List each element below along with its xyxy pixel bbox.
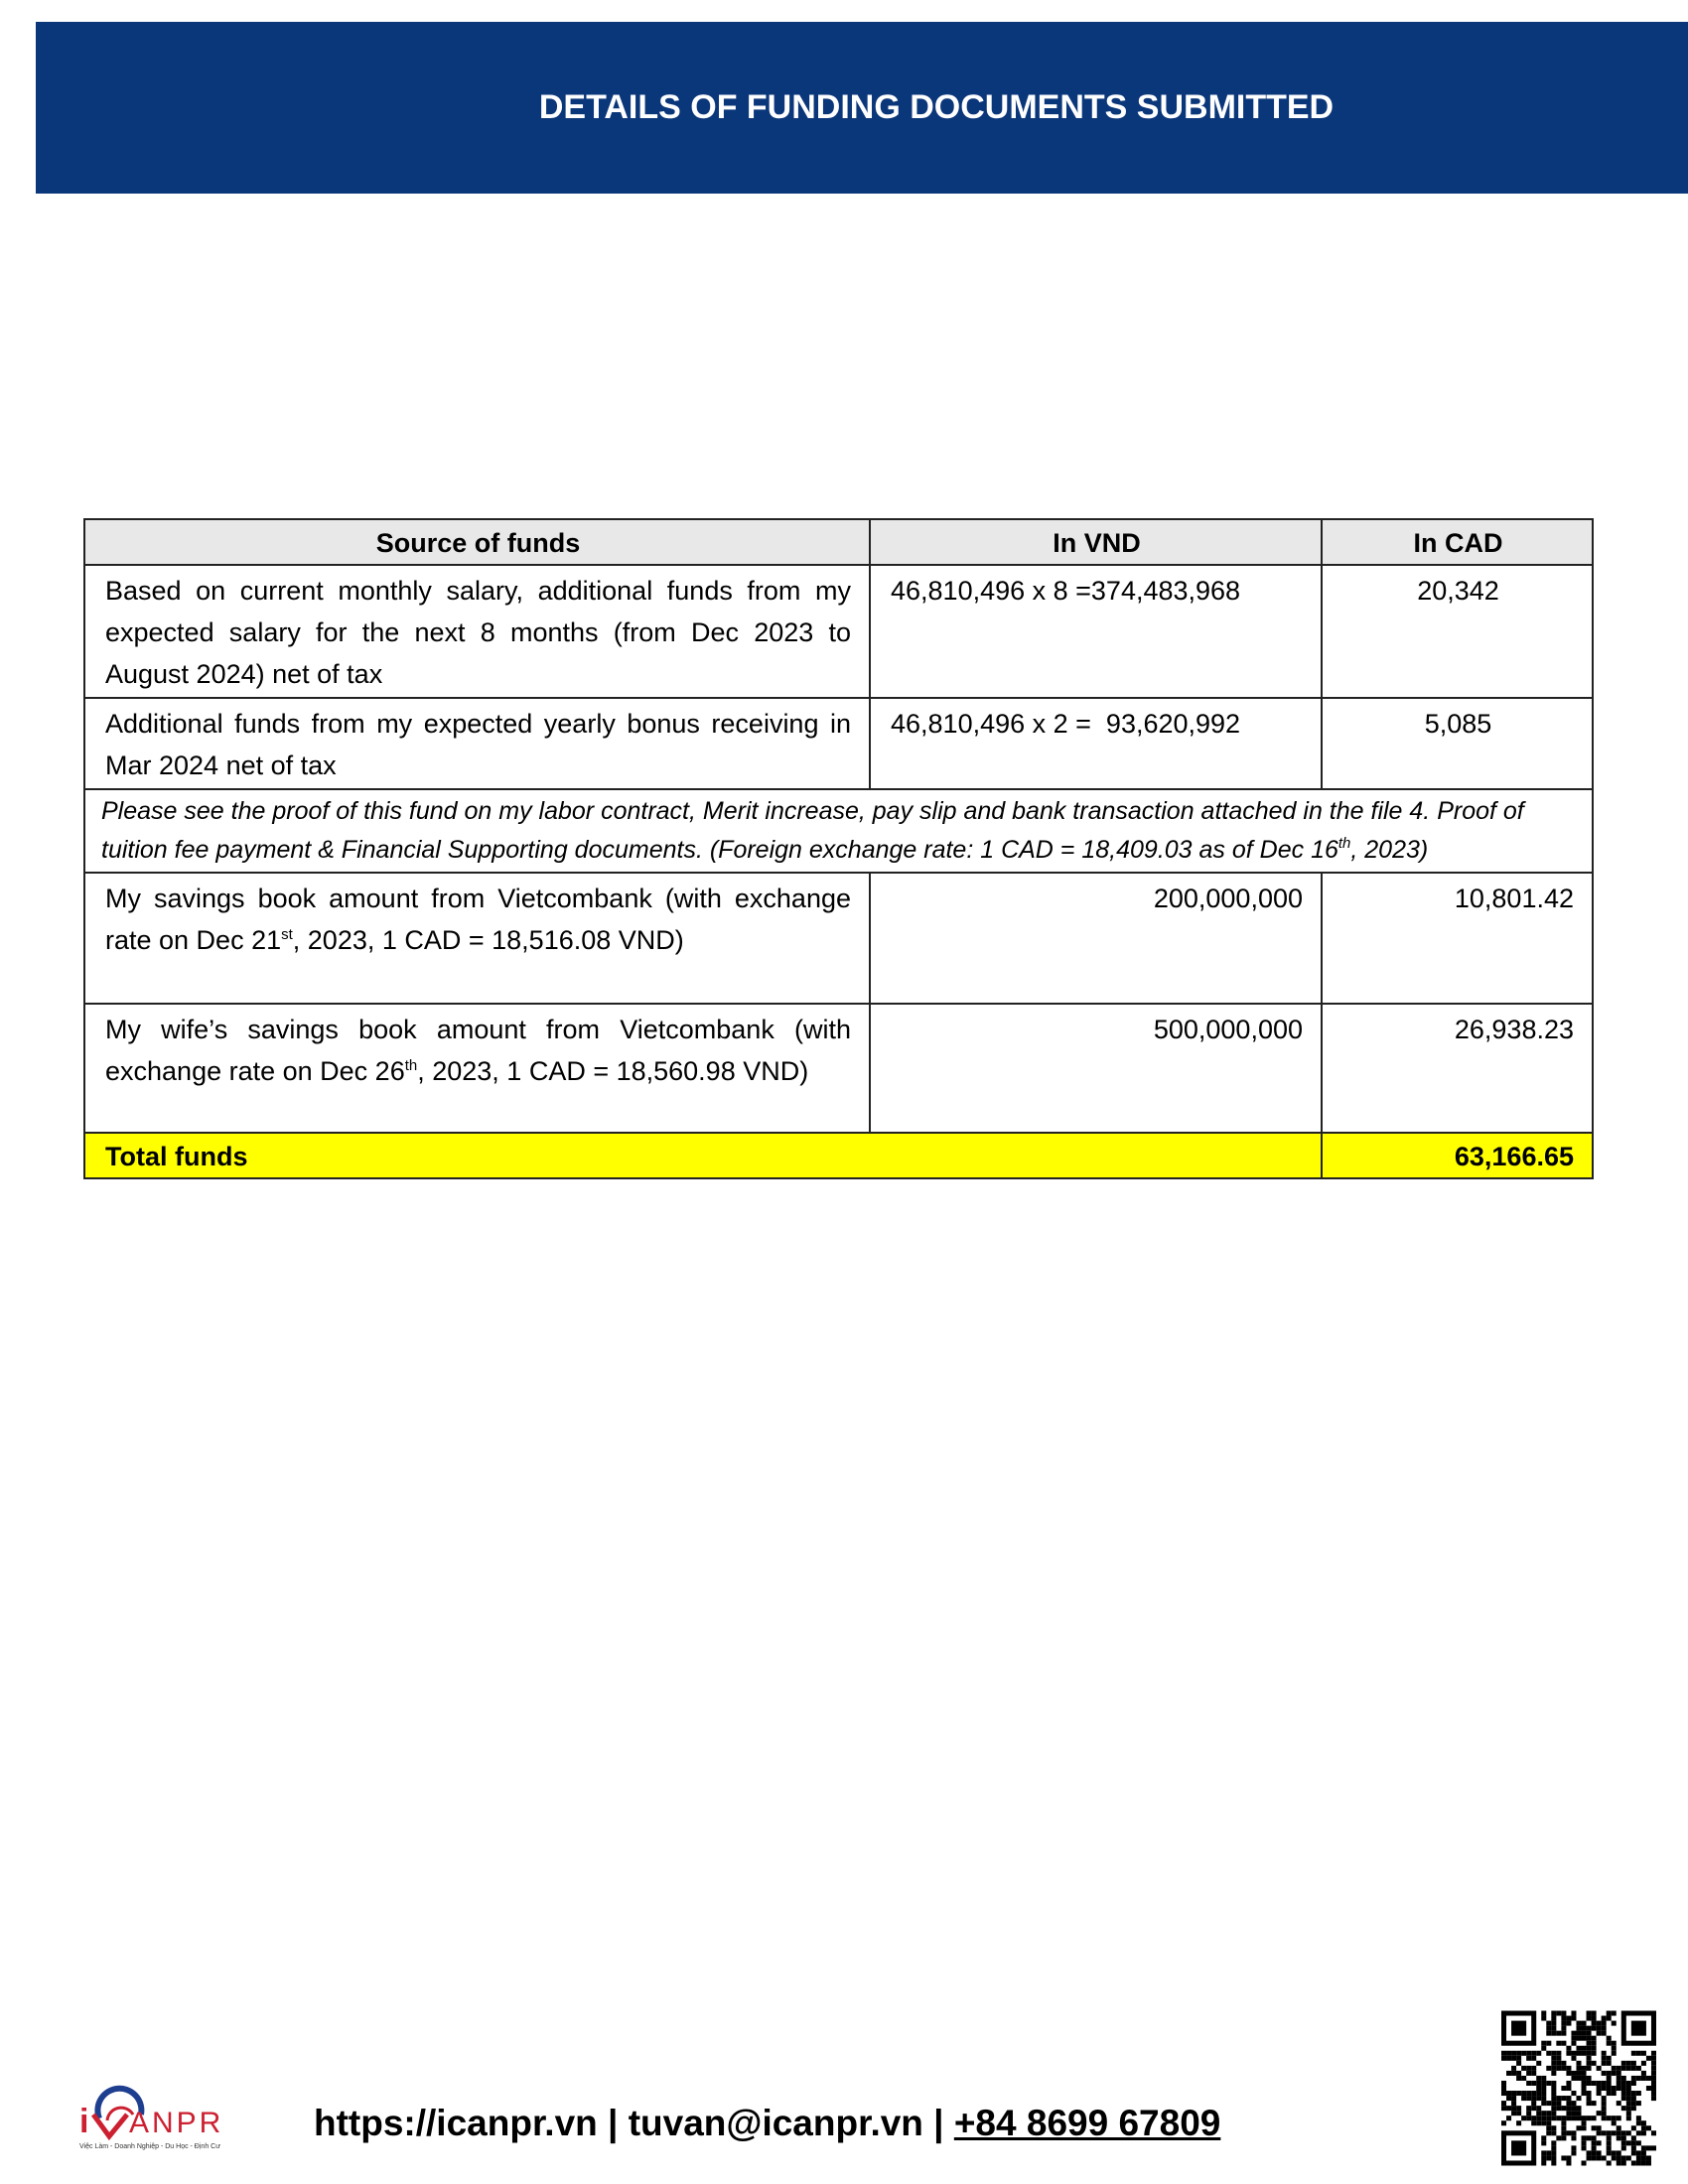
- vnd-cell: 46,810,496 x 8 =374,483,968: [869, 564, 1323, 699]
- note-cell: Please see the proof of this fund on my …: [83, 788, 1594, 874]
- website-link[interactable]: https://icanpr.vn: [314, 2103, 598, 2143]
- table-row: My wife’s savings book amount from Vietc…: [83, 1003, 1594, 1134]
- ordinal-sup: th: [404, 1057, 418, 1074]
- vnd-cell: 500,000,000: [869, 1003, 1323, 1134]
- vnd-cell: 46,810,496 x 2 = 93,620,992: [869, 697, 1323, 790]
- vnd-cell: 200,000,000: [869, 872, 1323, 1005]
- source-cell: Based on current monthly salary, additio…: [83, 564, 871, 699]
- table-row: My savings book amount from Vietcombank …: [83, 872, 1594, 1005]
- funding-table: Source of funds In VND In CAD Based on c…: [83, 518, 1594, 1179]
- column-header-source: Source of funds: [83, 518, 871, 566]
- separator: |: [597, 2103, 629, 2143]
- source-text: My savings book amount from Vietcombank …: [105, 884, 851, 955]
- source-cell: Additional funds from my expected yearly…: [83, 697, 871, 790]
- svg-text:i: i: [79, 2103, 88, 2140]
- note-row: Please see the proof of this fund on my …: [83, 788, 1594, 874]
- page-header: DETAILS OF FUNDING DOCUMENTS SUBMITTED: [36, 22, 1688, 194]
- svg-text:Việc Làm - Doanh Nghiệp - Du H: Việc Làm - Doanh Nghiệp - Du Học - Định …: [79, 2143, 220, 2150]
- note-text: Please see the proof of this fund on my …: [101, 797, 1524, 864]
- separator: |: [922, 2103, 954, 2143]
- icanpr-logo: i ANPR Việc Làm - Doanh Nghiệp - Du Học …: [79, 2085, 258, 2154]
- source-text: My wife’s savings book amount from Vietc…: [105, 1015, 851, 1086]
- svg-text:ANPR: ANPR: [129, 2107, 223, 2139]
- source-cell: My savings book amount from Vietcombank …: [83, 872, 871, 1005]
- note-sup: th: [1337, 835, 1351, 852]
- total-value: 63,166.65: [1321, 1132, 1594, 1179]
- email-link[interactable]: tuvan@icanpr.vn: [628, 2103, 923, 2143]
- ordinal-sup: st: [281, 926, 293, 943]
- note-text-end: , 2023): [1350, 836, 1429, 864]
- total-row: Total funds 63,166.65: [83, 1132, 1594, 1179]
- table-row: Based on current monthly salary, additio…: [83, 564, 1594, 699]
- cad-cell: 10,801.42: [1321, 872, 1594, 1005]
- source-text-end: , 2023, 1 CAD = 18,560.98 VND): [417, 1056, 809, 1086]
- qr-code-icon: [1501, 2010, 1656, 2166]
- total-label: Total funds: [83, 1132, 1323, 1179]
- source-cell: My wife’s savings book amount from Vietc…: [83, 1003, 871, 1134]
- table-row: Additional funds from my expected yearly…: [83, 697, 1594, 790]
- source-text-end: , 2023, 1 CAD = 18,516.08 VND): [292, 925, 684, 955]
- cad-cell: 5,085: [1321, 697, 1594, 790]
- phone-link[interactable]: +84 8699 67809: [953, 2103, 1221, 2143]
- table-header-row: Source of funds In VND In CAD: [83, 518, 1594, 566]
- cad-cell: 20,342: [1321, 564, 1594, 699]
- contact-line: https://icanpr.vn | tuvan@icanpr.vn | +8…: [314, 2103, 1220, 2144]
- page-title: DETAILS OF FUNDING DOCUMENTS SUBMITTED: [538, 88, 1335, 126]
- column-header-cad: In CAD: [1321, 518, 1594, 566]
- column-header-vnd: In VND: [869, 518, 1323, 566]
- cad-cell: 26,938.23: [1321, 1003, 1594, 1134]
